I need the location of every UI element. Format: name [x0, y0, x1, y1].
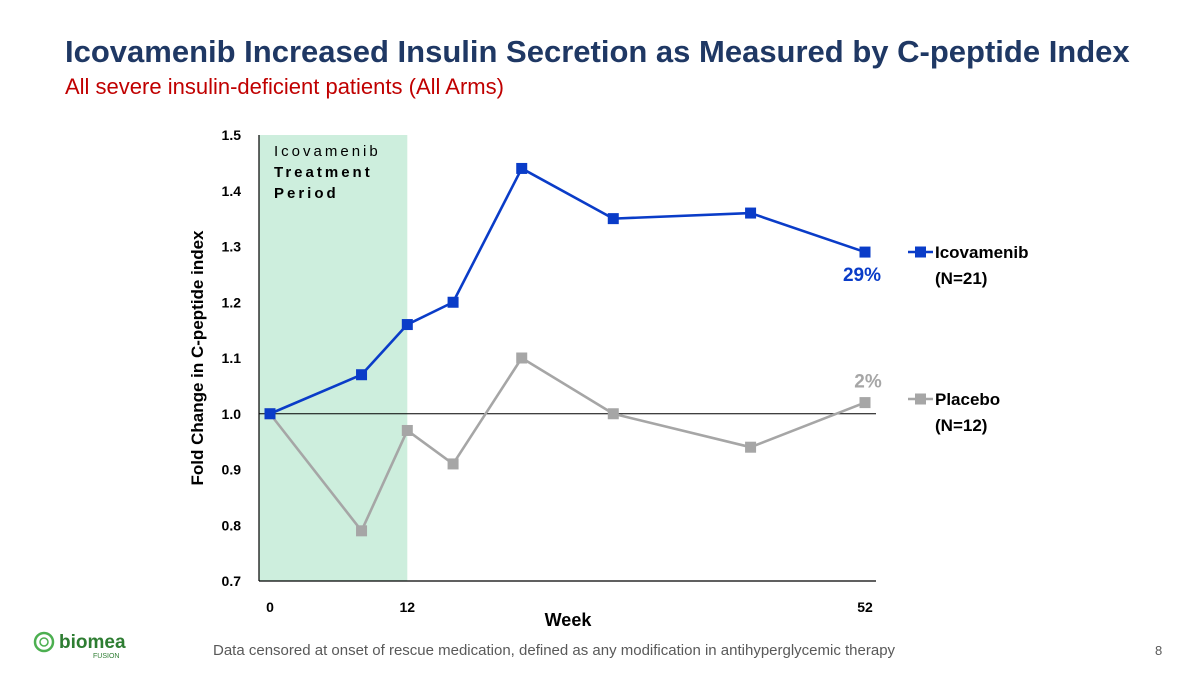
biomea-logo-icon: biomea FUSION	[33, 631, 126, 660]
treatment-period-label: Icovamenib Treatment Period	[274, 143, 381, 202]
logo-wordmark: biomea	[59, 632, 126, 653]
data-point	[516, 352, 528, 364]
legend-marker	[915, 246, 926, 258]
shade-label-line: Period	[274, 185, 339, 202]
end-value-label: 2%	[854, 372, 882, 393]
y-tick-label: 1.4	[222, 183, 242, 199]
legend-item: Icovamenib (N=21)	[908, 243, 1029, 288]
shade-label-line: Treatment	[274, 164, 373, 181]
data-point	[516, 162, 528, 174]
data-point	[745, 207, 757, 219]
data-point	[859, 397, 871, 409]
legend-label: (N=12)	[935, 416, 987, 435]
shade-label-line: Icovamenib	[274, 143, 381, 160]
data-point	[356, 525, 368, 537]
logo-subtext: FUSION	[93, 653, 119, 660]
y-tick-label: 0.8	[222, 517, 242, 533]
legend-item: Placebo (N=12)	[908, 390, 1000, 435]
slide-subtitle: All severe insulin-deficient patients (A…	[65, 74, 504, 99]
y-tick-label: 0.7	[222, 573, 242, 589]
y-tick-label: 1.5	[222, 127, 242, 143]
data-point	[447, 458, 459, 470]
data-point	[401, 319, 413, 331]
data-point	[264, 408, 276, 420]
end-value-label: 29%	[843, 265, 881, 286]
y-axis-label: Fold Change in C-peptide index	[188, 230, 207, 486]
data-point	[607, 408, 619, 420]
footnote: Data censored at onset of rescue medicat…	[213, 642, 896, 659]
data-point	[859, 246, 871, 258]
series-line	[269, 167, 866, 415]
data-point	[607, 213, 619, 225]
legend-label: Icovamenib	[935, 243, 1029, 262]
x-tick-label: 12	[400, 599, 416, 615]
data-point	[745, 441, 757, 453]
y-tick-label: 1.0	[222, 406, 242, 422]
y-tick-label: 1.3	[222, 239, 242, 255]
y-tick-label: 1.1	[222, 350, 242, 366]
data-point	[401, 424, 413, 436]
legend-label: Placebo	[935, 390, 1000, 409]
data-point	[447, 296, 459, 308]
series-icovamenib: 29%	[264, 162, 881, 420]
y-tick-label: 1.2	[222, 294, 242, 310]
x-tick-labels: 0 12 52	[266, 599, 873, 615]
y-tick-labels: 0.7 0.8 0.9 1.0 1.1 1.2 1.3 1.4 1.5	[222, 127, 242, 589]
x-axis-label: Week	[545, 610, 593, 630]
treatment-period-shade	[259, 135, 408, 581]
page-number: 8	[1155, 643, 1163, 658]
legend-label: (N=21)	[935, 269, 987, 288]
x-tick-label: 0	[266, 599, 274, 615]
legend-marker	[915, 393, 926, 405]
series-layer: 2% 29%	[264, 162, 882, 537]
x-tick-label: 52	[857, 599, 873, 615]
legend: Icovamenib (N=21) Placebo (N=12)	[908, 243, 1029, 435]
data-point	[356, 369, 368, 381]
y-tick-label: 0.9	[222, 462, 242, 478]
series-line	[268, 356, 866, 533]
slide-title: Icovamenib Increased Insulin Secretion a…	[65, 34, 1130, 69]
